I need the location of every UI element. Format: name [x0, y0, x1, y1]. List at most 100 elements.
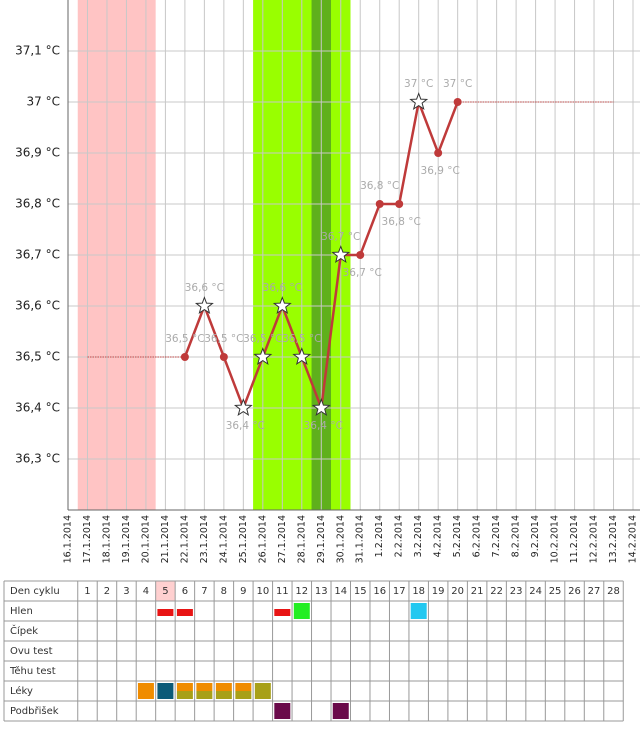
point-marker [375, 200, 384, 208]
row-label: Podbřišek [10, 705, 59, 717]
star-marker [409, 92, 429, 111]
cell-mark [157, 609, 174, 616]
day-number: 17 [393, 586, 406, 597]
day-number: 12 [295, 586, 308, 597]
cell-mark [176, 683, 193, 691]
day-number: 5 [162, 586, 168, 597]
x-tick-label: 17.1.2014 [82, 515, 93, 563]
point-marker [395, 200, 404, 208]
day-number: 15 [354, 586, 367, 597]
cell-mark [254, 683, 271, 699]
table-header-label: Den cyklu [10, 586, 60, 597]
x-tick-label: 11.2.2014 [569, 515, 580, 563]
day-number: 27 [588, 586, 601, 597]
cell-mark [176, 691, 193, 699]
y-tick-label: 36,6 °C [15, 299, 60, 313]
cell-mark [274, 609, 291, 616]
value-label: 36,8 °C [360, 180, 399, 192]
x-tick-label: 3.2.2014 [413, 515, 424, 557]
point-marker [453, 98, 462, 106]
day-number: 19 [432, 586, 445, 597]
x-tick-label: 24.1.2014 [218, 515, 229, 563]
x-tick-label: 18.1.2014 [101, 515, 112, 563]
day-number: 7 [201, 586, 207, 597]
x-tick-label: 23.1.2014 [199, 515, 210, 563]
star-marker [272, 296, 292, 315]
day-number: 4 [143, 586, 149, 597]
y-tick-label: 37,1 °C [15, 44, 60, 58]
value-label: 36,7 °C [321, 231, 360, 243]
x-tick-label: 1.2.2014 [374, 515, 385, 557]
x-tick-label: 8.2.2014 [511, 515, 522, 557]
y-tick-label: 36,5 °C [15, 350, 60, 364]
y-tick-label: 36,4 °C [15, 401, 60, 415]
day-number: 23 [510, 586, 523, 597]
x-tick-label: 26.1.2014 [257, 515, 268, 563]
cell-mark [410, 603, 427, 619]
day-number: 25 [549, 586, 562, 597]
row-label: Ovu test [10, 646, 53, 657]
day-number: 18 [412, 586, 425, 597]
x-tick-label: 30.1.2014 [335, 515, 346, 563]
x-tick-label: 13.2.2014 [608, 515, 619, 563]
y-tick-label: 36,8 °C [15, 197, 60, 211]
day-number: 9 [240, 586, 246, 597]
y-tick-label: 36,7 °C [15, 248, 60, 262]
x-tick-label: 29.1.2014 [316, 515, 327, 563]
y-tick-label: 36,9 °C [15, 146, 60, 160]
value-label: 37 °C [443, 78, 472, 90]
point-marker [219, 353, 228, 361]
cell-mark [235, 683, 252, 691]
x-tick-label: 25.1.2014 [238, 515, 249, 563]
cell-mark [332, 703, 349, 719]
row-label: Čípek [10, 624, 38, 637]
value-label: 36,5 °C [204, 333, 243, 345]
x-tick-label: 4.2.2014 [433, 515, 444, 557]
day-number: 2 [104, 586, 110, 597]
day-number: 24 [529, 586, 542, 597]
x-tick-label: 21.1.2014 [160, 515, 171, 563]
x-tick-label: 27.1.2014 [277, 515, 288, 563]
star-marker [233, 398, 253, 417]
cell-mark [157, 683, 174, 699]
day-number: 20 [451, 586, 464, 597]
cell-mark [274, 703, 291, 719]
x-tick-label: 7.2.2014 [491, 515, 502, 557]
point-marker [434, 149, 443, 157]
day-number: 14 [334, 586, 347, 597]
day-number: 1 [84, 586, 90, 597]
x-tick-label: 5.2.2014 [452, 515, 463, 557]
cell-mark [215, 683, 232, 691]
cell-mark [235, 691, 252, 699]
star-marker [331, 245, 351, 264]
value-label: 36,5 °C [165, 333, 204, 345]
value-label: 36,4 °C [226, 420, 265, 432]
point-marker [180, 353, 189, 361]
x-tick-label: 20.1.2014 [140, 515, 151, 563]
day-number: 21 [471, 586, 484, 597]
value-label: 36,6 °C [185, 282, 224, 294]
value-label: 36,8 °C [382, 216, 421, 228]
row-label: Hlen [10, 606, 33, 617]
x-tick-label: 16.1.2014 [63, 515, 74, 563]
value-label: 36,6 °C [263, 282, 302, 294]
day-number: 22 [490, 586, 503, 597]
day-number: 3 [123, 586, 129, 597]
value-label: 36,5 °C [243, 333, 282, 345]
day-number: 13 [315, 586, 328, 597]
day-number: 16 [373, 586, 386, 597]
value-label: 36,4 °C [304, 420, 343, 432]
star-marker [292, 347, 312, 366]
x-tick-label: 12.2.2014 [589, 515, 600, 563]
day-number: 8 [221, 586, 227, 597]
day-number: 10 [256, 586, 269, 597]
x-tick-label: 22.1.2014 [179, 515, 190, 563]
cell-mark [196, 691, 213, 699]
cell-mark [293, 603, 310, 619]
x-tick-label: 28.1.2014 [296, 515, 307, 563]
day-number: 26 [568, 586, 581, 597]
day-number: 11 [276, 586, 289, 597]
star-marker [311, 398, 331, 417]
cell-mark [176, 609, 193, 616]
